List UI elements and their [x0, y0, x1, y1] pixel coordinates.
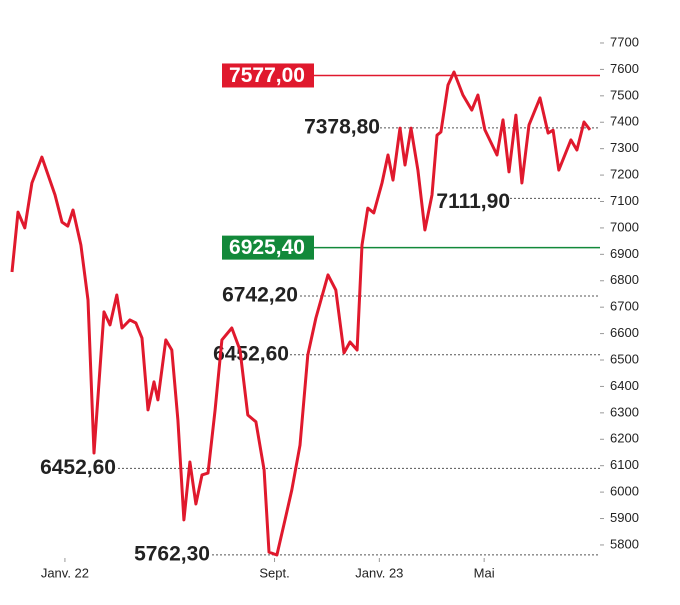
annotation-label: 5762,30: [134, 542, 210, 565]
x-tick-label: Mai: [474, 565, 495, 580]
annotation-label: 7378,80: [304, 115, 380, 138]
y-tick-label: 6800: [610, 272, 639, 287]
annotation-label: 6452,60: [213, 342, 289, 365]
y-tick-label: 7600: [610, 61, 639, 76]
y-tick-label: 6000: [610, 484, 639, 499]
label-box: [222, 63, 314, 88]
y-tick-label: 7100: [610, 193, 639, 208]
x-tick-label: Janv. 23: [355, 565, 403, 580]
y-tick-label: 6600: [610, 325, 639, 340]
y-tick-label: 6100: [610, 457, 639, 472]
y-tick-label: 5900: [610, 510, 639, 525]
annotation-label: 6452,60: [40, 456, 116, 479]
y-tick-label: 7500: [610, 87, 639, 102]
annotation-label: 6742,20: [222, 284, 298, 307]
y-tick-label: 5800: [610, 536, 639, 551]
y-tick-label: 6500: [610, 351, 639, 366]
x-tick-label: Sept.: [259, 565, 289, 580]
y-tick-label: 7700: [610, 34, 639, 49]
data-line: [10, 70, 592, 557]
y-tick-label: 6900: [610, 246, 639, 261]
y-tick-label: 7400: [610, 114, 639, 129]
y-tick-label: 7200: [610, 167, 639, 182]
y-tick-label: 6700: [610, 299, 639, 314]
annotation-label: 7577,00: [229, 64, 305, 87]
y-tick-label: 6400: [610, 378, 639, 393]
annotation-label: 6925,40: [229, 236, 305, 259]
x-tick-label: Janv. 22: [41, 565, 89, 580]
y-tick-label: 7300: [610, 140, 639, 155]
y-tick-label: 6200: [610, 431, 639, 446]
y-tick-label: 6300: [610, 404, 639, 419]
annotation-label: 7111,90: [436, 190, 510, 213]
label-box: [222, 235, 314, 260]
y-tick-label: 7000: [610, 219, 639, 234]
